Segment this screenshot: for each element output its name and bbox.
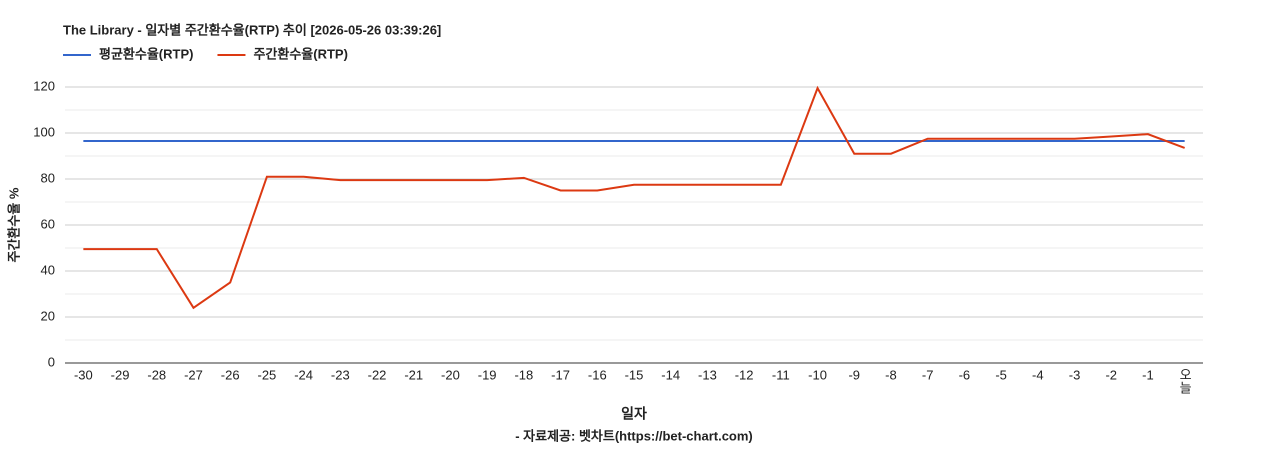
x-tick-label: -10: [808, 367, 827, 382]
y-tick-label: 60: [41, 216, 55, 231]
x-tick-label: -14: [661, 367, 680, 382]
x-tick-label: -26: [221, 367, 240, 382]
x-tick-label: -13: [698, 367, 717, 382]
x-tick-label: -25: [258, 367, 277, 382]
x-tick-label: -30: [74, 367, 93, 382]
x-tick-label: -4: [1032, 367, 1044, 382]
source: - 자료제공: 벳차트(https://bet-chart.com): [515, 428, 753, 443]
x-tick-label: -28: [147, 367, 166, 382]
y-tick-label: 0: [48, 354, 55, 369]
y-tick-label: 100: [33, 124, 55, 139]
x-tick-label: -2: [1105, 367, 1117, 382]
x-tick-label: -5: [995, 367, 1007, 382]
y-tick-label: 120: [33, 78, 55, 93]
x-axis-label: 일자: [621, 406, 647, 422]
x-tick-label: -19: [478, 367, 497, 382]
y-axis-label: 주간환수율 %: [6, 187, 21, 262]
x-tick-label: -9: [848, 367, 860, 382]
x-tick-label: -24: [294, 367, 313, 382]
x-tick-label: -20: [441, 367, 460, 382]
x-tick-label: -1: [1142, 367, 1154, 382]
x-tick-label: -11: [772, 367, 790, 382]
x-tick-label: -29: [111, 367, 130, 382]
x-tick-label: -6: [959, 367, 971, 382]
x-tick-label: -17: [551, 367, 570, 382]
chart-title: The Library - 일자별 주간환수율(RTP) 추이 [2026-05…: [63, 22, 441, 37]
x-tick-label: -27: [184, 367, 203, 382]
x-tick-label: -8: [885, 367, 897, 382]
x-tick-label: -3: [1069, 367, 1081, 382]
y-tick-label: 80: [41, 170, 55, 185]
x-tick-label: -18: [514, 367, 533, 382]
x-tick-label: -22: [368, 367, 387, 382]
x-tick-label: -23: [331, 367, 350, 382]
y-tick-label: 20: [41, 308, 55, 323]
series-line: [83, 85, 1186, 310]
x-tick-label: 오늘: [1177, 368, 1192, 394]
legend-label: 평균환수율(RTP): [99, 46, 193, 61]
x-tick-label: -21: [404, 367, 423, 382]
y-tick-label: 40: [41, 262, 55, 277]
x-tick-label: -15: [625, 367, 644, 382]
x-tick-label: -16: [588, 367, 607, 382]
x-tick-label: -12: [735, 367, 754, 382]
legend-label: 주간환수율(RTP): [253, 46, 347, 61]
x-tick-label: -7: [922, 367, 934, 382]
